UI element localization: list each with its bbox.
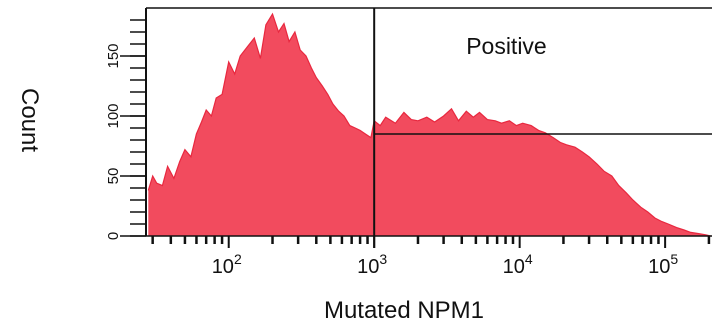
y-tick-label: 0	[105, 232, 122, 240]
plot-area	[147, 12, 711, 237]
x-axis: 102 103 104 105	[151, 236, 711, 278]
x-tick-label: 104	[503, 251, 533, 278]
x-axis-title: Mutated NPM1	[324, 297, 484, 324]
y-axis: 0 50 100 150	[105, 19, 146, 240]
y-tick-label: 100	[105, 103, 122, 128]
x-tick-label: 103	[357, 251, 387, 278]
histogram-outline	[147, 12, 711, 237]
y-axis-title: Count	[16, 88, 43, 152]
histogram-area	[148, 14, 711, 236]
plot-frame	[145, 7, 712, 237]
y-tick-label: 150	[105, 43, 122, 68]
y-tick-label: 50	[105, 168, 122, 185]
x-tick-label: 102	[212, 251, 242, 278]
positive-gate: Positive	[373, 8, 712, 248]
gate-label-positive: Positive	[466, 33, 547, 59]
x-tick-label: 105	[648, 251, 678, 278]
